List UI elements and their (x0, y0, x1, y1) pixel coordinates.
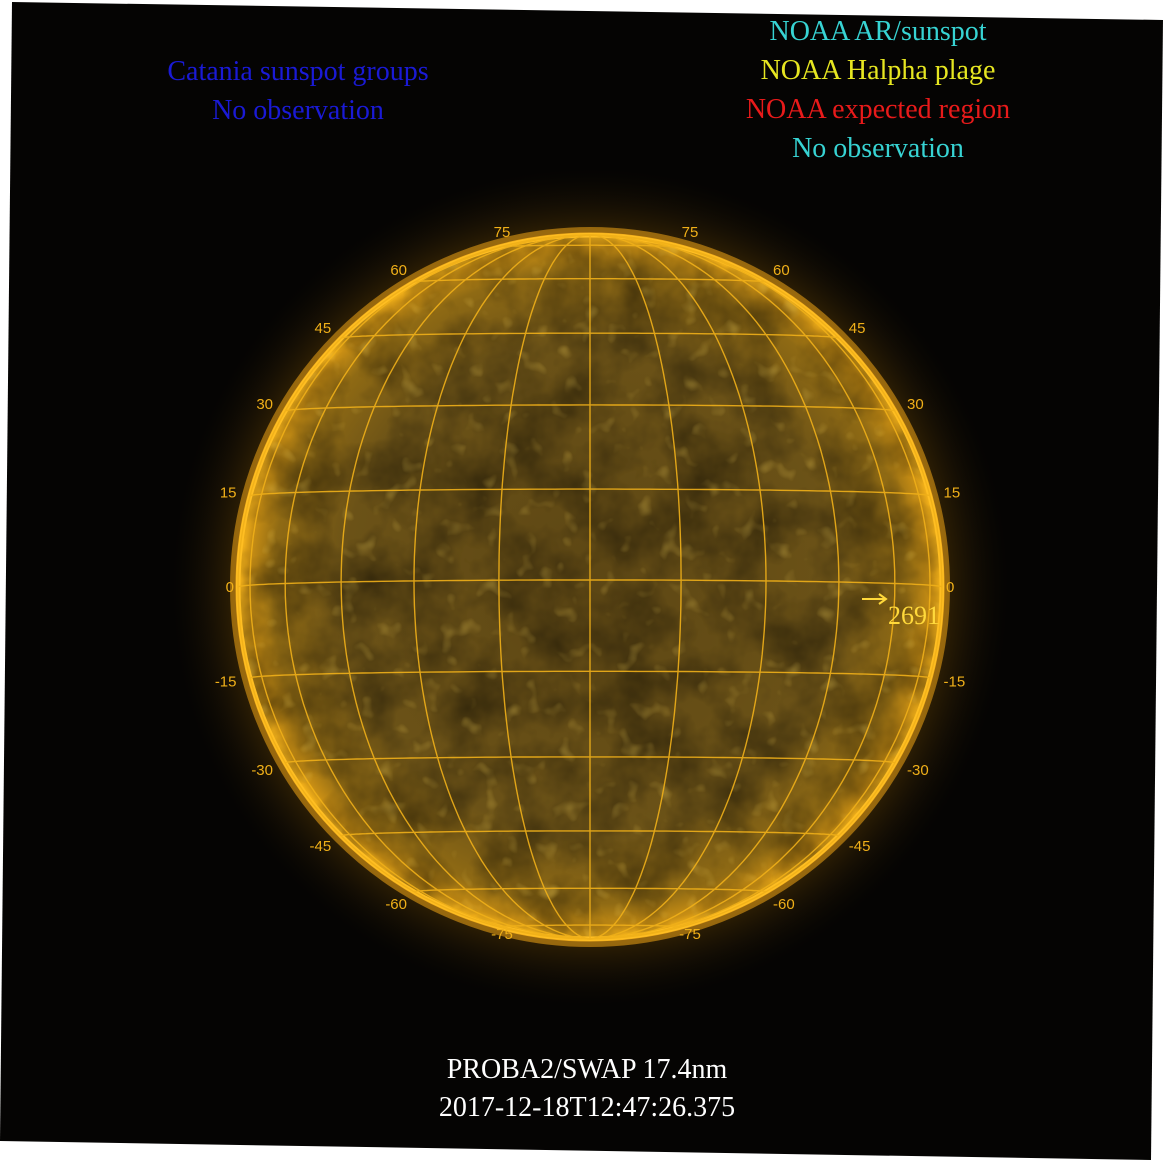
latitude-label: 60 (390, 262, 407, 279)
active-region-label: 2691 (888, 601, 940, 630)
parallel-line (284, 756, 896, 764)
latitude-label: -45 (310, 838, 332, 855)
parallel-line (498, 244, 682, 248)
latitude-label: -30 (251, 762, 273, 779)
catania-legend-status: No observation (212, 95, 384, 126)
latitude-label: -30 (907, 762, 929, 779)
latitude-label: 45 (849, 320, 866, 337)
parallel-line (340, 332, 840, 339)
parallel-line (249, 670, 931, 679)
latitude-label: -75 (679, 926, 701, 943)
latitude-label: 15 (220, 484, 237, 501)
parallel-line (413, 887, 767, 893)
parallel-line (340, 830, 840, 837)
latitude-label: 15 (944, 484, 961, 501)
latitude-label: 75 (682, 224, 699, 241)
catania-legend-title: Catania sunspot groups (167, 56, 429, 87)
parallel-line (237, 579, 943, 588)
parallel-line (413, 278, 767, 283)
parallel-line (249, 488, 931, 497)
latitude-label: 75 (494, 224, 511, 241)
latitude-label: 60 (773, 262, 790, 279)
latitude-label: 30 (256, 396, 273, 413)
latitude-label: -60 (773, 896, 795, 913)
latitude-label: -15 (944, 674, 966, 691)
latitude-label: 45 (315, 320, 332, 337)
noaa-legend-ar: NOAA AR/sunspot (769, 16, 987, 47)
latitude-label: -45 (849, 838, 871, 855)
instrument-caption: PROBA2/SWAP 17.4nm (446, 1054, 728, 1085)
noaa-legend: NOAA AR/sunspot NOAA Halpha plage NOAA e… (718, 12, 1038, 168)
latitude-label: 0 (946, 579, 954, 596)
latitude-label: 30 (907, 396, 924, 413)
catania-legend: Catania sunspot groups No observation (148, 52, 448, 130)
noaa-legend-expected: NOAA expected region (745, 94, 1011, 125)
noaa-legend-status: No observation (792, 133, 964, 164)
arrow-right-icon (862, 593, 888, 605)
latitude-labels: 75 75 60 60 45 45 30 30 15 15 0 0 -15 -15 -30 -30 -45 -45… (215, 224, 965, 943)
latitude-label: -75 (491, 926, 513, 943)
timestamp-caption: 2017-12-18T12:47:26.375 (438, 1092, 736, 1123)
latitude-label: -15 (215, 674, 237, 691)
heliographic-grid (237, 234, 943, 940)
latitude-label: -60 (385, 896, 407, 913)
noaa-legend-plage: NOAA Halpha plage (760, 55, 996, 86)
parallel-line (284, 404, 896, 412)
latitude-label: 0 (226, 579, 234, 596)
parallel-line (498, 924, 682, 928)
